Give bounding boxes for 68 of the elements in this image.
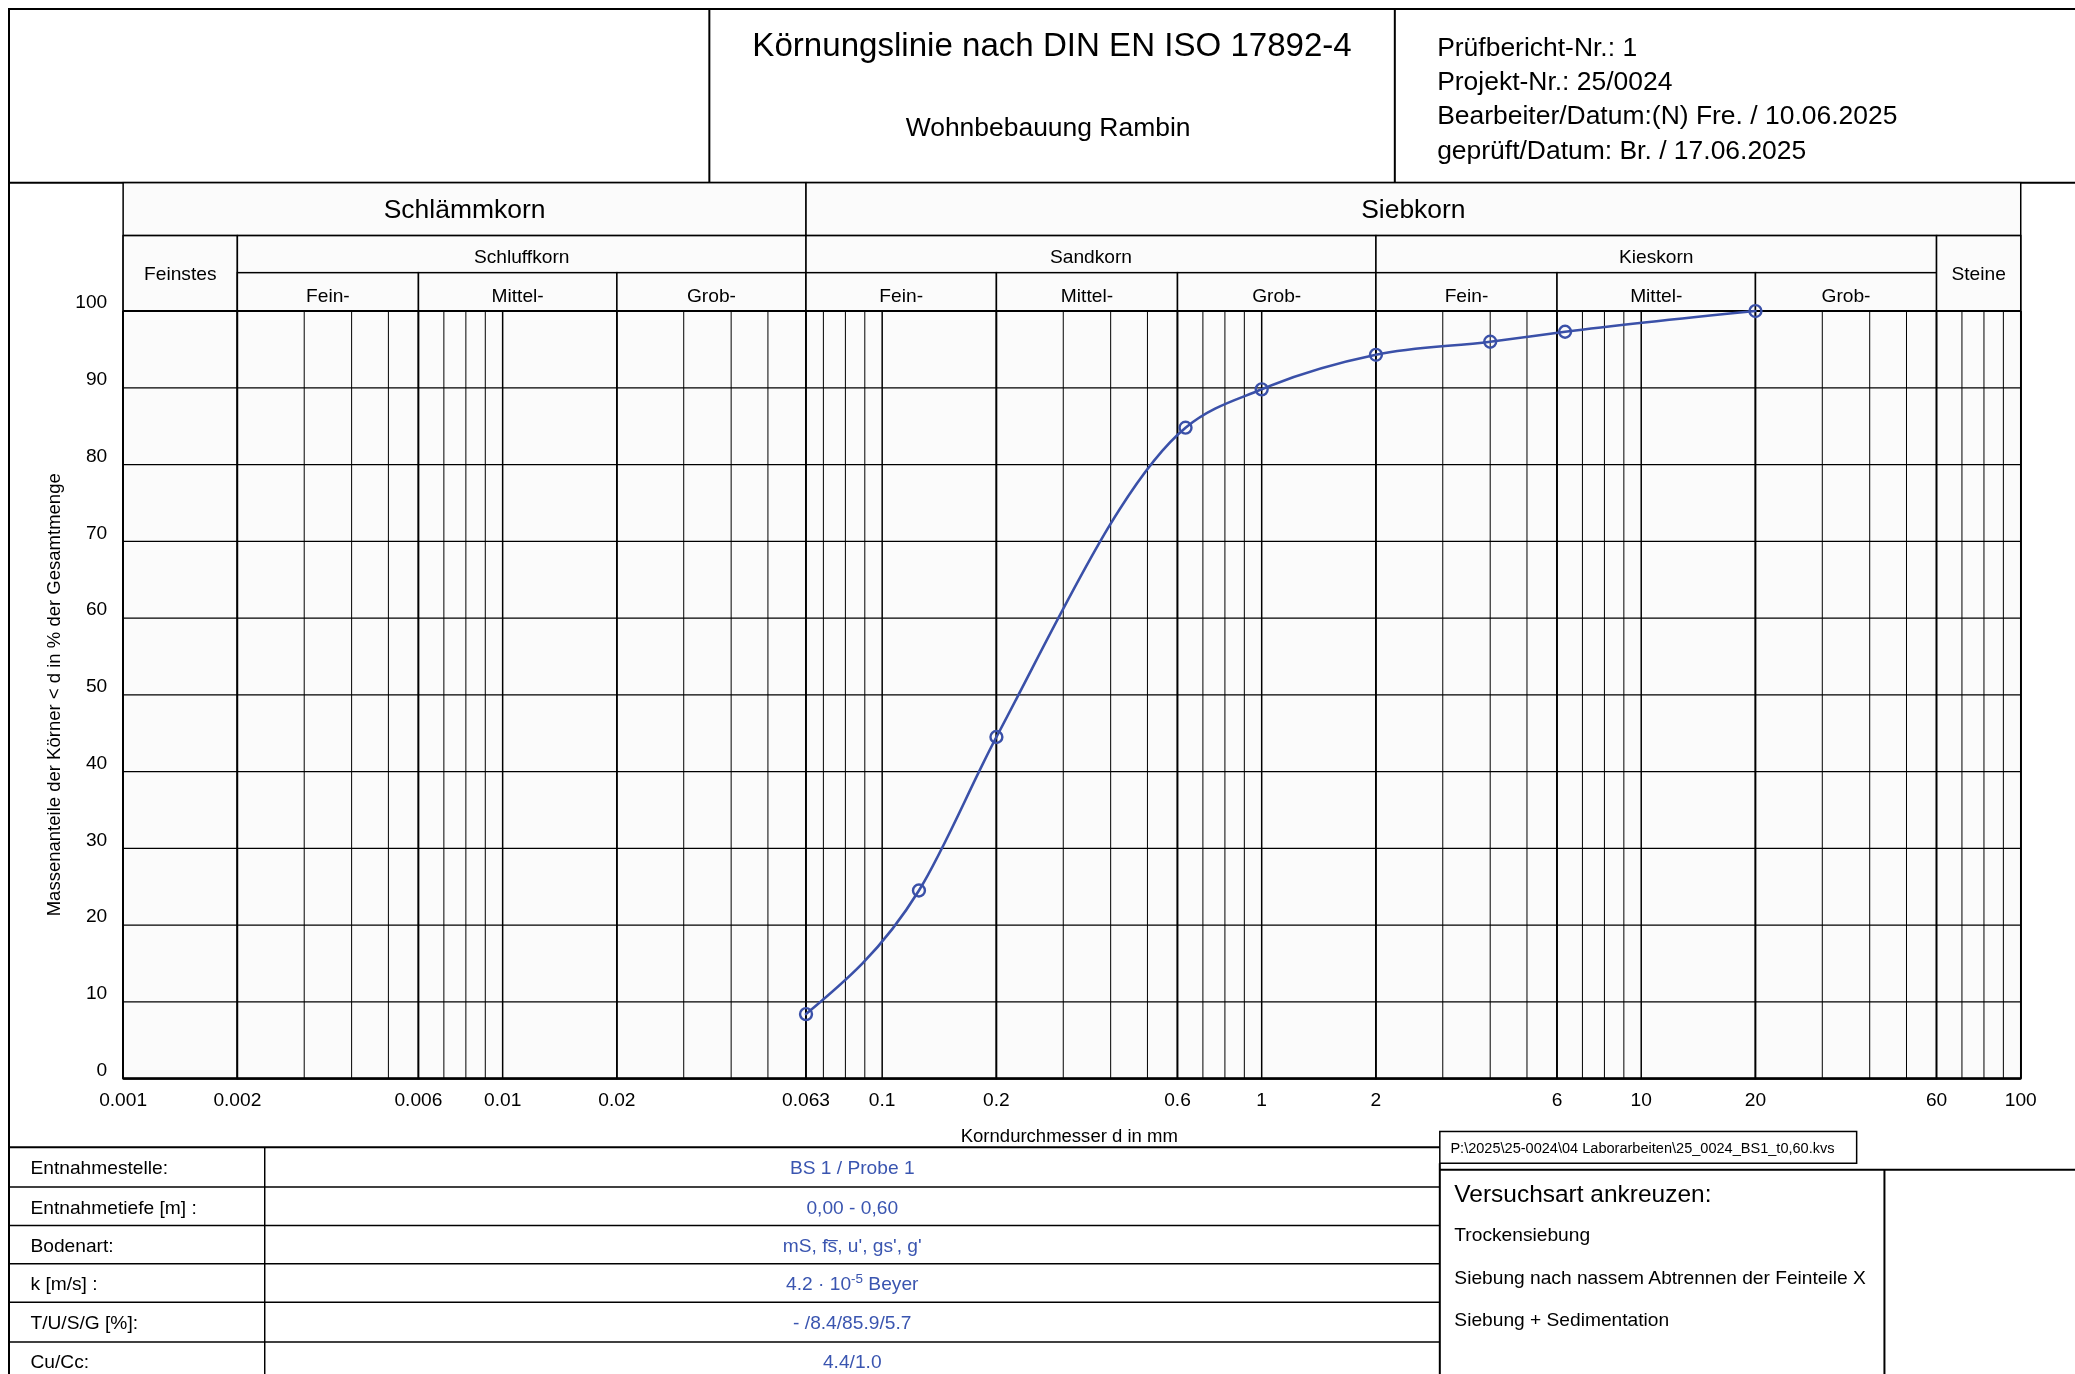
text: k [m/s] :: [30, 1273, 98, 1295]
x-tick-label: 0.6: [1164, 1089, 1191, 1111]
y-tick-label: 0: [96, 1058, 108, 1080]
band-label: Mittel-: [1060, 284, 1114, 306]
x-axis-title: Korndurchmesser d in mm: [960, 1125, 1178, 1147]
y-tick-label: 50: [85, 675, 108, 697]
text: Bodenart:: [30, 1234, 114, 1256]
text: Trockensiebung: [1454, 1224, 1591, 1246]
y-tick-label: 40: [85, 751, 108, 773]
text: BS 1 / Probe 1: [789, 1156, 915, 1178]
text: Entnahmestelle:: [30, 1156, 168, 1178]
band-label: Grob-: [686, 284, 736, 306]
text: T/U/S/G [%]:: [30, 1311, 139, 1333]
y-tick-label: 90: [85, 368, 108, 390]
text: geprüft/Datum: Br. / 17.06.2025: [1437, 134, 1807, 165]
y-tick-label: 10: [85, 982, 108, 1004]
x-tick-label: 0.002: [213, 1089, 262, 1111]
text: Siebung nach nassem Abtrennen der Feinteile X: [1454, 1266, 1866, 1288]
y-tick-label: 70: [85, 521, 108, 543]
text: 0,00 - 0,60: [806, 1196, 899, 1218]
text: Entnahmetiefe [m] :: [30, 1196, 197, 1218]
x-tick-label: 6: [1551, 1089, 1563, 1111]
y-tick-label: 80: [85, 444, 108, 466]
band-label: Fein-: [879, 284, 924, 306]
band-label: Mittel-: [1630, 284, 1683, 306]
y-tick-label: 60: [85, 598, 108, 620]
x-tick-label: 1: [1256, 1089, 1268, 1111]
text: - /8.4/85.9/5.7: [793, 1311, 912, 1333]
x-tick-label: 0.01: [483, 1089, 522, 1111]
band-label: Sandkorn: [1049, 246, 1133, 268]
text: Projekt-Nr.: 25/0024: [1437, 66, 1673, 97]
x-tick-label: 0.063: [782, 1089, 831, 1111]
band-label: Steine: [1951, 262, 2006, 284]
band-label: Fein-: [1444, 284, 1489, 306]
text: Bearbeiter/Datum:(N) Fre. / 10.06.2025: [1437, 100, 1898, 131]
band-label: Fein-: [306, 284, 350, 306]
band-label: Mittel-: [491, 284, 544, 306]
band-label: Grob-: [1252, 284, 1302, 306]
y-tick-label: 100: [75, 291, 108, 313]
text: Siebung + Sedimentation: [1454, 1309, 1670, 1331]
text: mS, fs̅, u', gs', g': [782, 1234, 922, 1256]
x-tick-label: 100: [2004, 1089, 2037, 1111]
text: P:\2025\25-0024\04 Laborarbeiten\25_0024_BS1_t0,60.kvs: [1450, 1139, 1835, 1156]
x-tick-label: 0.006: [394, 1089, 443, 1111]
chart-subtitle: Wohnbebauung Rambin: [905, 112, 1191, 143]
band-label: Schluffkorn: [473, 246, 570, 268]
text: Prüfbericht-Nr.: 1: [1437, 31, 1638, 62]
y-tick-label: 20: [85, 905, 108, 927]
text: Cu/Cc:: [30, 1351, 90, 1373]
y-tick-label: 30: [85, 828, 108, 850]
x-tick-label: 0.02: [598, 1089, 636, 1111]
x-tick-label: 60: [1925, 1089, 1948, 1111]
text: 4.4/1.0: [822, 1351, 882, 1373]
band-label: Feinstes: [144, 262, 217, 284]
band-label: Siebkorn: [1361, 194, 1466, 225]
x-tick-label: 10: [1630, 1089, 1652, 1111]
chart-title: Körnungslinie nach DIN EN ISO 17892-4: [752, 25, 1352, 63]
band-label: Kieskorn: [1618, 246, 1694, 268]
x-tick-label: 0.001: [99, 1089, 148, 1111]
x-tick-label: 20: [1744, 1089, 1767, 1111]
x-tick-label: 0.2: [983, 1089, 1010, 1111]
text: Versuchsart ankreuzen:: [1454, 1179, 1712, 1207]
y-axis-title: Massenanteile der Körner < d in % der Gesamtmenge: [42, 473, 64, 917]
band-label: Grob-: [1821, 284, 1871, 306]
band-label: Schlämmkorn: [383, 194, 546, 225]
text: 4.2 · 10$^{-5}$ Beyer: [786, 1270, 920, 1295]
x-tick-label: 2: [1370, 1089, 1382, 1111]
x-tick-label: 0.1: [868, 1089, 896, 1111]
